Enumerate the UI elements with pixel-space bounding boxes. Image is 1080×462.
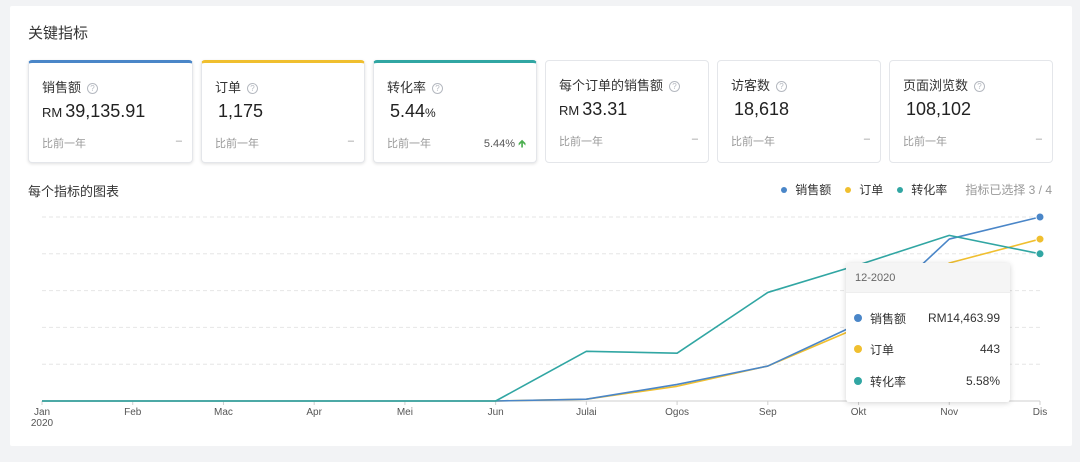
card-label: 订单 [215,80,242,95]
help-icon[interactable]: ? [669,81,681,92]
tooltip-label: 订单 [870,342,895,357]
metric-card-conversion-rate[interactable]: 转化率? 5.44% 比前一年 5.44% 🡹 [373,60,537,163]
tooltip-dot [854,345,862,353]
card-value: 39,135.91 [65,101,146,121]
help-icon[interactable]: ? [432,83,444,94]
card-currency: RM [42,105,63,120]
card-delta: – [863,133,870,145]
card-label: 访客数 [731,78,771,93]
tooltip-label: 转化率 [870,374,907,389]
metric-card-sales[interactable]: 销售额? RM 39,135.91 比前一年 – [28,60,193,163]
card-value: 108,102 [906,99,972,119]
card-label: 销售额 [42,80,82,95]
x-tick-label: Jun [488,407,504,418]
legend-item-orders[interactable]: 订单 [845,181,883,198]
legend-item-conversion[interactable]: 转化率 [897,181,947,198]
metrics-selected-count[interactable]: 指标已选择 3 / 4 [965,183,1052,197]
card-value: 1,175 [218,101,264,121]
chart-tooltip: 12-2020 销售额 RM14,463.99 订单 443 转化率 5.58% [846,263,1010,402]
x-tick-label: Okt [851,407,867,418]
legend-label: 订单 [859,183,884,197]
legend-dot [897,186,904,193]
help-icon[interactable]: ? [974,81,986,92]
card-delta: – [691,133,698,145]
tooltip-row-sales: 销售额 RM14,463.99 [854,310,1000,326]
x-tick-label: Dis [1033,407,1047,418]
tooltip-dot [854,314,862,322]
series-line-2 [42,234,1041,402]
help-icon[interactable]: ? [87,83,99,94]
card-value: 18,618 [734,99,790,119]
series-end-point [1035,212,1045,222]
card-value: 33.31 [582,99,628,119]
legend-dot [845,186,852,193]
card-delta: – [1035,133,1042,145]
x-tick-label: Nov [940,407,958,418]
series-end-point [1035,234,1045,244]
x-tick-label: Mei [397,407,413,418]
card-delta: 5.44% 🡹 [484,135,526,154]
x-tick-label: Feb [124,407,142,418]
tooltip-value: 5.58% [965,374,1000,388]
legend-item-sales[interactable]: 销售额 [781,181,831,198]
card-compare-label: 比前一年 [42,138,86,150]
tooltip-label: 销售额 [870,311,907,326]
card-compare-label: 比前一年 [903,136,947,148]
metric-card-visitors[interactable]: 访客数? 18,618 比前一年 – [717,60,881,163]
tooltip-value: 443 [979,342,1000,356]
chart-title: 每个指标的图表 [28,184,120,199]
x-tick-label: Ogos [665,407,689,418]
tooltip-row-orders: 订单 443 [854,341,1000,357]
card-compare-label: 比前一年 [731,136,775,148]
x-tick-label: Julai [576,407,597,418]
card-label: 页面浏览数 [903,78,969,93]
card-compare-label: 比前一年 [215,138,259,150]
metric-card-page-views[interactable]: 页面浏览数? 108,102 比前一年 – [889,60,1053,163]
x-year-label: 2020 [31,418,54,429]
chart-legend: 销售额 订单 转化率 指标已选择 3 / 4 [767,181,1052,198]
tooltip-dot [854,377,862,385]
card-unit: % [425,106,436,120]
help-icon[interactable]: ? [247,83,259,94]
section-title: 关键指标 [28,25,89,42]
help-icon[interactable]: ? [776,81,788,92]
card-delta: – [175,135,182,147]
card-compare-label: 比前一年 [387,138,431,150]
arrow-up-icon: 🡹 [518,138,526,150]
card-compare-label: 比前一年 [559,136,603,148]
legend-label: 销售额 [795,183,832,197]
tooltip-value: RM14,463.99 [927,311,1000,325]
x-tick-label: Apr [306,407,322,418]
card-label: 转化率 [387,80,427,95]
x-tick-label: Mac [214,407,233,418]
x-tick-label: Jan [34,407,50,418]
legend-label: 转化率 [911,183,948,197]
key-metrics-panel: 关键指标 销售额? RM 39,135.91 比前一年 – 订单? 1,175 比… [10,6,1072,446]
legend-dot [781,186,788,193]
card-delta: – [347,135,354,147]
series-end-point [1035,249,1045,259]
x-tick-label: Sep [759,407,777,418]
tooltip-row-conversion: 转化率 5.58% [854,373,1000,389]
card-value: 5.44 [390,101,426,121]
metric-card-sales-per-order[interactable]: 每个订单的销售额? RM 33.31 比前一年 – [545,60,709,163]
card-label: 每个订单的销售额 [559,78,664,93]
delta-value: 5.44% [483,138,516,150]
tooltip-period: 12-2020 [846,263,1010,293]
metric-card-orders[interactable]: 订单? 1,175 比前一年 – [201,60,365,163]
card-currency: RM [559,103,580,118]
